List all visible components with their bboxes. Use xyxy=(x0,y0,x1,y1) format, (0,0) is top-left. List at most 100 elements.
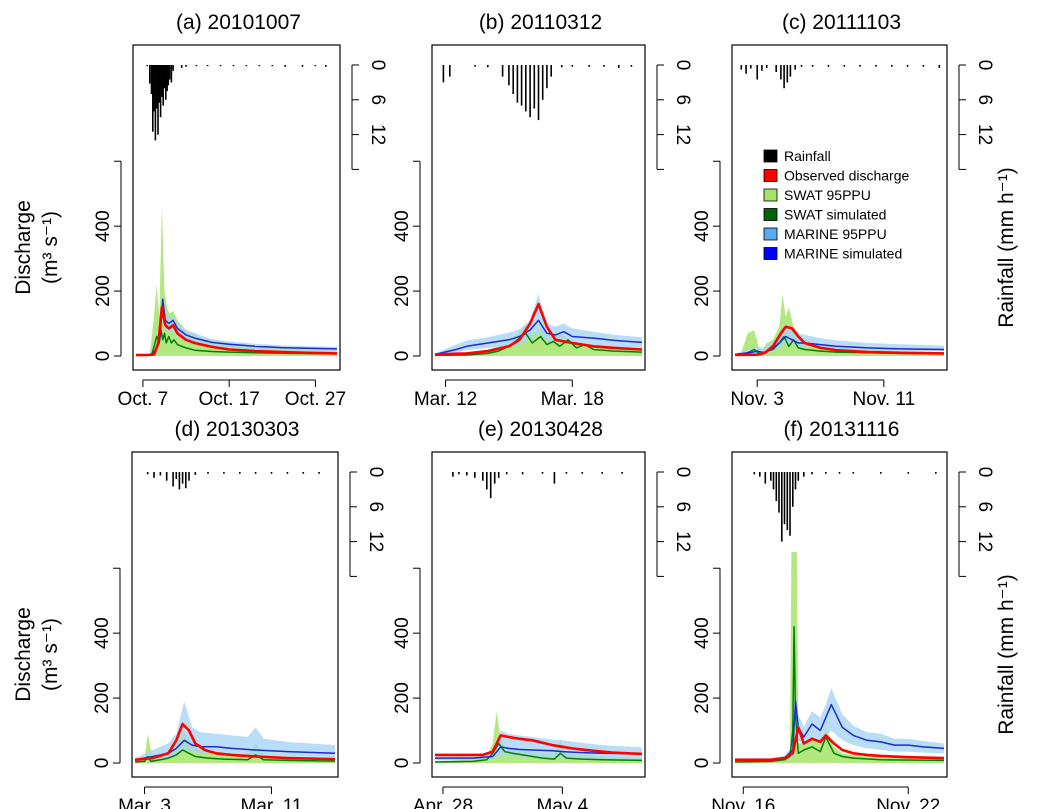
legend-label: Rainfall xyxy=(784,148,831,164)
legend: Rainfall Observed discharge SWAT 95PPU SWAT… xyxy=(763,148,910,262)
y-tick-label: 200 xyxy=(392,682,413,714)
swat-simulated-line xyxy=(734,335,945,356)
rain-tick-label: 6 xyxy=(974,95,995,106)
swat-95ppu-band xyxy=(136,206,337,356)
x-tick-label: Nov. 3 xyxy=(730,389,784,410)
y-tick-label: 0 xyxy=(392,351,413,362)
y-axis-label: Discharge xyxy=(12,607,35,702)
y-tick-label: 0 xyxy=(692,351,713,362)
panel-a: (a) 20101007 0 200 400 0 6 12 Oct. 7 Oct. 17 Oct.… xyxy=(12,11,388,410)
y-tick-label: 400 xyxy=(692,210,713,242)
swat-simulated-line xyxy=(136,329,338,357)
observed-discharge-line xyxy=(734,325,945,357)
x-tick-label: Mar. 12 xyxy=(414,389,477,410)
x-tick-label: Nov. 11 xyxy=(852,389,915,410)
observed-discharge-line xyxy=(434,302,643,356)
rain-tick-label: 12 xyxy=(974,531,995,552)
x-tick-label: Oct. 17 xyxy=(199,389,260,410)
y-tick-label: 400 xyxy=(692,617,713,649)
y-axis-label: (m³ s⁻¹) xyxy=(39,618,62,691)
plot-frame xyxy=(731,451,948,778)
y-tick-label: 0 xyxy=(692,758,713,769)
rain-tick-label: 12 xyxy=(672,124,693,145)
y-tick-label: 0 xyxy=(392,758,413,769)
rain-tick-label: 0 xyxy=(974,467,995,478)
rain-tick-label: 6 xyxy=(672,502,693,513)
y-tick-label: 400 xyxy=(93,210,114,242)
legend-label: MARINE simulated xyxy=(784,246,902,262)
observed-discharge-line xyxy=(136,305,338,357)
legend-swatch xyxy=(763,149,778,163)
rain-tick-label: 0 xyxy=(367,60,388,71)
plot-area xyxy=(734,65,945,357)
marine-95ppu-band xyxy=(735,323,944,356)
x-tick-label: Mar. 11 xyxy=(241,796,303,809)
rain-tick-label: 0 xyxy=(672,60,693,71)
plot-frame xyxy=(131,451,339,778)
panel-title: (e) 20130428 xyxy=(478,418,603,441)
rain-axis-label: Rainfall (mm h⁻¹) xyxy=(995,167,1018,327)
x-tick-label: Mar. 18 xyxy=(541,389,604,410)
marine-simulated-line xyxy=(434,319,643,356)
rain-tick-label: 0 xyxy=(974,60,995,71)
legend-label: SWAT simulated xyxy=(784,207,886,223)
rain-tick-label: 12 xyxy=(365,531,386,552)
y-tick-label: 400 xyxy=(92,617,113,649)
legend-swatch xyxy=(763,208,778,221)
x-tick-label: Nov. 22 xyxy=(876,796,940,809)
x-tick-label: May 4 xyxy=(537,796,589,809)
y-tick-label: 200 xyxy=(392,275,413,307)
rain-axis-label: Rainfall (mm h⁻¹) xyxy=(995,574,1018,734)
panel-d: (d) 20130303 0 200 400 0 6 12 Mar. 3 Mar. 11 Disc… xyxy=(12,418,386,809)
rain-tick-label: 12 xyxy=(974,124,995,145)
plot-area xyxy=(134,472,336,763)
legend-swatch xyxy=(763,169,778,182)
legend-label: SWAT 95PPU xyxy=(784,187,871,203)
marine-95ppu-band xyxy=(435,294,642,356)
plot-area xyxy=(434,65,643,357)
panel-title: (c) 20111103 xyxy=(782,11,901,34)
y-axis-label: Discharge xyxy=(12,200,35,295)
x-tick-label: Apr. 28 xyxy=(413,796,473,809)
swat-simulated-line xyxy=(434,742,643,763)
x-tick-label: Mar. 3 xyxy=(118,796,171,809)
plot-area xyxy=(136,65,338,357)
rain-tick-label: 6 xyxy=(672,95,693,106)
panel-e: (e) 20130428 0 200 400 0 6 12 Apr. 28 May 4 xyxy=(392,418,693,809)
x-tick-label: Oct. 7 xyxy=(118,389,169,410)
rain-tick-label: 0 xyxy=(365,467,386,478)
legend-swatch xyxy=(763,188,778,202)
rain-tick-label: 0 xyxy=(672,467,693,478)
y-tick-label: 400 xyxy=(392,617,413,649)
x-tick-label: Oct. 27 xyxy=(285,389,346,410)
legend-label: Observed discharge xyxy=(784,168,910,184)
rain-tick-label: 12 xyxy=(367,124,388,145)
x-tick-label: Nov. 16 xyxy=(711,796,775,809)
legend-swatch xyxy=(763,227,778,241)
y-tick-label: 200 xyxy=(93,275,114,307)
swat-simulated-line xyxy=(734,625,945,763)
legend-label: MARINE 95PPU xyxy=(784,226,887,242)
y-tick-label: 0 xyxy=(92,758,113,769)
y-tick-label: 200 xyxy=(692,275,713,307)
y-tick-label: 200 xyxy=(692,682,713,714)
rain-tick-label: 6 xyxy=(365,502,386,513)
panel-title: (b) 20110312 xyxy=(479,11,602,34)
rain-tick-label: 6 xyxy=(974,502,995,513)
plot-frame xyxy=(431,451,646,778)
panel-c: (c) 20111103 0 200 400 0 6 12 Nov. 3 Nov. 11 Rain… xyxy=(692,11,1018,410)
observed-discharge-line xyxy=(735,725,945,762)
panel-title: (d) 20130303 xyxy=(175,418,300,441)
observed-discharge-line xyxy=(134,722,336,762)
plot-area xyxy=(434,472,643,763)
marine-95ppu-band xyxy=(735,688,944,762)
panel-b: (b) 20110312 0 200 400 0 6 12 Mar. 12 Mar. 18 xyxy=(392,11,693,410)
legend-swatch xyxy=(763,247,778,260)
panel-f: (f) 20131116 0 200 400 0 6 12 Nov. 16 Nov. 22 Rai… xyxy=(692,418,1018,809)
y-tick-label: 400 xyxy=(392,210,413,242)
y-tick-label: 200 xyxy=(92,682,113,714)
y-tick-label: 0 xyxy=(93,351,114,362)
observed-discharge-line xyxy=(435,734,643,757)
marine-simulated-line xyxy=(435,746,643,759)
